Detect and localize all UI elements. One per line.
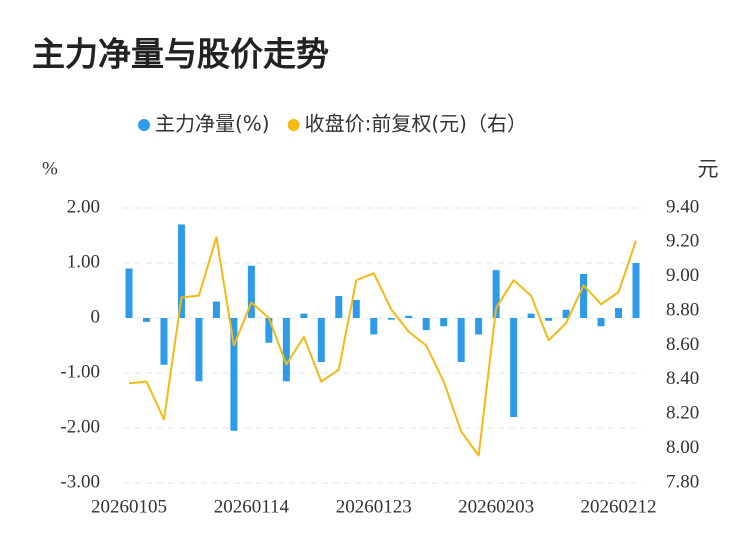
y2-tick-label: 8.80 bbox=[666, 299, 699, 320]
bar bbox=[492, 270, 500, 318]
y2-tick-label: 8.00 bbox=[666, 437, 699, 458]
bar bbox=[247, 265, 255, 318]
bar bbox=[177, 224, 185, 318]
y2-tick-label: 9.00 bbox=[666, 265, 699, 286]
bar bbox=[352, 299, 360, 318]
bar bbox=[265, 318, 273, 343]
bar bbox=[300, 313, 308, 318]
bar bbox=[440, 318, 448, 327]
bar bbox=[562, 309, 570, 318]
y2-axis-unit: 元 bbox=[698, 157, 719, 181]
y-tick-label: -1.00 bbox=[60, 361, 100, 382]
y-tick-label: 2.00 bbox=[67, 196, 100, 217]
bar bbox=[160, 318, 168, 365]
legend-label: 收盘价:前复权(元)（右） bbox=[305, 112, 527, 136]
bar bbox=[545, 318, 553, 321]
line bbox=[128, 236, 637, 457]
y2-tick-label: 7.80 bbox=[666, 471, 699, 492]
x-tick-label: 20260212 bbox=[581, 496, 657, 517]
y2-tick-label: 9.20 bbox=[666, 231, 699, 252]
legend-label: 主力净量(%) bbox=[155, 112, 270, 136]
y-axis-unit: % bbox=[42, 158, 58, 179]
bar bbox=[230, 318, 238, 431]
bar bbox=[212, 301, 220, 318]
y-tick-label: -3.00 bbox=[60, 471, 100, 492]
bar bbox=[457, 318, 465, 362]
bar bbox=[510, 318, 518, 417]
bar bbox=[597, 318, 605, 327]
y-tick-label: 1.00 bbox=[67, 251, 100, 272]
legend: 主力净量(%) 收盘价:前复权(元)（右） bbox=[138, 112, 527, 136]
y-tick-label: -2.00 bbox=[60, 416, 100, 437]
y2-tick-label: 8.40 bbox=[666, 368, 699, 389]
x-tick-label: 20260105 bbox=[91, 496, 167, 517]
bar bbox=[282, 318, 290, 382]
legend-swatch bbox=[287, 119, 300, 131]
bar bbox=[615, 308, 623, 318]
bar bbox=[387, 318, 395, 320]
y2-tick-label: 8.20 bbox=[666, 403, 699, 424]
bar bbox=[125, 268, 133, 318]
bar bbox=[195, 318, 203, 382]
bar bbox=[335, 296, 343, 318]
bar bbox=[475, 318, 483, 335]
bar bbox=[317, 318, 325, 362]
bar bbox=[405, 315, 413, 318]
x-tick-label: 20260114 bbox=[214, 496, 290, 517]
bar bbox=[422, 318, 430, 331]
bar bbox=[632, 263, 640, 318]
x-tick-label: 20260123 bbox=[336, 496, 412, 517]
chart-title: 主力净量与股价走势 bbox=[32, 35, 329, 74]
legend-swatch bbox=[138, 119, 150, 131]
bar bbox=[370, 318, 378, 335]
y2-tick-label: 9.40 bbox=[666, 196, 699, 217]
x-tick-label: 20260203 bbox=[458, 496, 534, 517]
bar bbox=[527, 313, 535, 318]
bar bbox=[580, 274, 588, 318]
y-tick-label: 0 bbox=[91, 306, 101, 327]
bar bbox=[142, 318, 150, 322]
y2-tick-label: 8.60 bbox=[666, 334, 699, 355]
